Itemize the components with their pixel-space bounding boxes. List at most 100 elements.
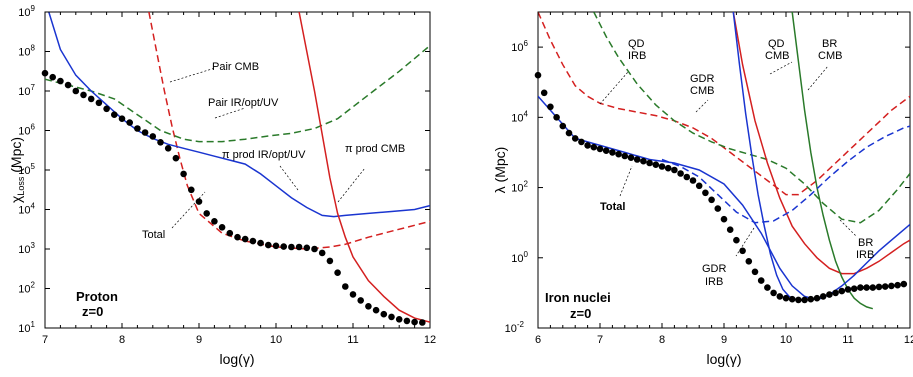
- label-pair-cmb: Pair CMB: [212, 61, 259, 73]
- iron-total-point: [578, 138, 585, 146]
- proton-total-point: [195, 198, 203, 205]
- iron-y-tick-label: 106: [511, 39, 528, 54]
- proton-y-tick-label: 105: [18, 162, 35, 177]
- proton-y-tick-label: 107: [18, 83, 35, 98]
- iron-total-point: [609, 149, 616, 156]
- proton-panel: 7 8 9 10 11 12 101 102 103 104 105 106 107 108 109 lo…: [8, 4, 436, 367]
- proton-series-3: [298, 12, 430, 323]
- iron-plot-frame: [537, 11, 911, 329]
- iron-total-point: [782, 294, 790, 302]
- proton-total-point: [372, 306, 380, 314]
- iron-x-tick-label: 9: [721, 334, 727, 346]
- label-br-irb-2: IRB: [856, 249, 874, 261]
- proton-total-point: [265, 241, 272, 249]
- proton-y-tick-label: 106: [18, 123, 35, 138]
- proton-x-tick-label: 10: [270, 334, 282, 346]
- label-br-cmb-1: BR: [822, 38, 837, 50]
- proton-total-point: [326, 257, 334, 265]
- label-total-iron: Total: [600, 201, 625, 213]
- iron-points: [534, 71, 908, 304]
- proton-total-point: [49, 73, 56, 81]
- iron-x-tick-label: 12: [904, 334, 913, 346]
- label-total-proton: Total: [142, 229, 165, 241]
- proton-total-point: [180, 170, 187, 178]
- label-qd-irb-2: IRB: [628, 50, 646, 62]
- proton-total-point: [203, 210, 210, 217]
- proton-total-point: [218, 224, 226, 231]
- proton-total-point: [342, 283, 349, 290]
- iron-total-point: [795, 296, 802, 304]
- proton-total-point: [272, 242, 280, 250]
- proton-total-point: [311, 245, 318, 253]
- iron-total-point: [850, 285, 858, 293]
- iron-total-point: [776, 293, 784, 300]
- proton-total-point: [149, 133, 157, 140]
- proton-total-point: [388, 313, 395, 321]
- iron-total-point: [844, 286, 852, 293]
- proton-plot-frame: [44, 11, 431, 329]
- iron-total-point: [621, 152, 629, 160]
- iron-curves: [538, 12, 910, 310]
- iron-total-point: [832, 289, 839, 297]
- proton-total-point: [164, 145, 172, 152]
- iron-total-point: [627, 154, 635, 161]
- iron-panel: 6 7 8 9 10 11 12 10-2 100 102 104 106 log(γ) λ (Mp…: [492, 11, 913, 367]
- iron-total-point: [807, 295, 815, 303]
- proton-total-point: [295, 243, 303, 251]
- proton-total-point: [334, 269, 341, 277]
- iron-total-point: [547, 103, 554, 111]
- iron-total-point: [571, 135, 579, 142]
- proton-y-tick-label: 101: [18, 320, 35, 335]
- iron-y-tick-label: 100: [511, 250, 528, 265]
- iron-total-point: [671, 166, 678, 174]
- iron-total-point: [559, 122, 567, 130]
- proton-x-tick-label: 7: [42, 334, 48, 346]
- iron-panel-label: Iron nuclei: [545, 290, 611, 305]
- proton-panel-sublabel: z=0: [82, 304, 103, 319]
- proton-y-tick-label: 108: [18, 44, 35, 59]
- proton-ylabel: χLoss (Mpc): [8, 137, 26, 203]
- iron-x-tick-label: 6: [535, 334, 541, 346]
- iron-total-point: [857, 284, 864, 291]
- iron-panel-sublabel: z=0: [570, 306, 591, 321]
- proton-total-point: [72, 87, 80, 95]
- proton-x-tick-label: 12: [424, 334, 436, 346]
- proton-series-0: [148, 12, 430, 250]
- proton-total-point: [126, 119, 133, 126]
- proton-y-tick-label: 102: [18, 281, 35, 296]
- iron-series-2: [732, 12, 910, 275]
- label-pi-prod-iropt: π prod IR/opt/UV: [222, 149, 306, 161]
- proton-total-point: [211, 218, 218, 225]
- iron-x-tick-label: 11: [842, 334, 853, 346]
- proton-total-point: [226, 229, 234, 237]
- proton-total-point: [87, 95, 95, 103]
- iron-total-point: [745, 258, 753, 265]
- proton-x-ticks: 7 8 9 10 11 12: [42, 12, 436, 346]
- label-br-cmb-2: CMB: [818, 50, 842, 62]
- iron-total-point: [739, 247, 746, 255]
- iron-total-point: [695, 182, 703, 190]
- iron-x-tick-label: 8: [659, 334, 665, 346]
- proton-curves: [45, 12, 430, 323]
- proton-total-point: [380, 310, 388, 318]
- iron-y-tick-label: 102: [511, 180, 528, 195]
- proton-y-tick-label: 109: [18, 4, 35, 19]
- iron-total-point: [584, 142, 591, 149]
- proton-total-point: [111, 111, 118, 118]
- proton-total-point: [141, 129, 149, 136]
- iron-series-1: [593, 12, 910, 224]
- proton-total-point: [365, 303, 372, 310]
- proton-total-point: [188, 186, 195, 194]
- iron-y-ticks: 10-2 100 102 104 106: [505, 39, 910, 335]
- proton-total-point: [64, 81, 72, 89]
- proton-total-point: [419, 319, 426, 326]
- iron-total-point: [652, 161, 660, 168]
- iron-total-point: [553, 114, 560, 121]
- label-gdr-irb-2: IRB: [705, 276, 723, 288]
- iron-total-point: [869, 284, 877, 291]
- iron-x-tick-label: 7: [597, 334, 603, 346]
- proton-total-point: [103, 105, 110, 113]
- iron-total-point: [881, 283, 889, 290]
- label-gdr-cmb-1: GDR: [690, 73, 715, 85]
- iron-total-point: [646, 159, 653, 167]
